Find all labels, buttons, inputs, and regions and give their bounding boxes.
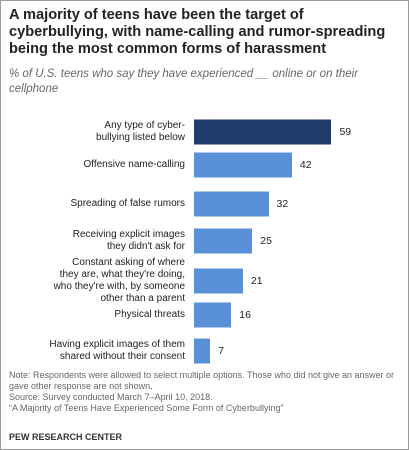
- category-label: Spreading of false rumors: [70, 198, 185, 209]
- bar: [194, 228, 253, 254]
- value-label: 25: [260, 235, 272, 247]
- bar: [194, 268, 243, 294]
- value-label: 7: [218, 345, 225, 357]
- value-label: 59: [339, 126, 352, 138]
- chart-subtitle: % of U.S. teens who say they have experi…: [9, 68, 359, 95]
- note: Note: Respondents were allowed to select…: [9, 370, 395, 391]
- report-title: “A Majority of Teens Have Experienced So…: [9, 403, 284, 413]
- chart-title: A majority of teens have been the target…: [9, 7, 386, 57]
- category-label: Any type of cyber- bullying listed below: [96, 120, 185, 143]
- value-label: 16: [239, 309, 251, 321]
- value-label: 42: [299, 159, 312, 171]
- footer: PEW RESEARCH CENTER: [9, 432, 123, 442]
- bar: [194, 191, 269, 217]
- bar: [194, 302, 232, 328]
- category-label: Receiving explicit images they didn't as…: [72, 229, 185, 252]
- category-label: Offensive name-calling: [83, 159, 185, 170]
- category-label: Physical threats: [114, 309, 185, 320]
- source: Source: Survey conducted March 7–April 1…: [9, 392, 213, 402]
- category-label: Having explicit images of them shared wi…: [49, 339, 185, 362]
- bar: [194, 119, 332, 145]
- bar: [194, 152, 292, 178]
- value-label: 32: [276, 198, 289, 210]
- bar: [194, 338, 211, 364]
- category-label: Constant asking of where they are, what …: [53, 257, 185, 304]
- value-label: 21: [250, 275, 263, 287]
